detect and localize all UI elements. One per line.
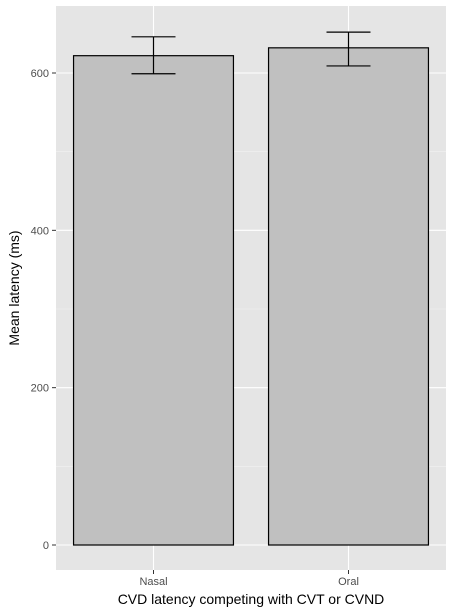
- bar-oral: [267, 47, 430, 546]
- y-axis: 0 200 400 600: [31, 68, 56, 552]
- x-tick-label: Nasal: [139, 576, 167, 588]
- bars-group: [72, 47, 430, 546]
- y-axis-title: Mean latency (ms): [6, 230, 22, 345]
- y-tick-label: 400: [31, 225, 49, 237]
- y-tick-label: 0: [43, 540, 49, 552]
- y-tick-label: 600: [31, 68, 49, 80]
- x-axis: Nasal Oral: [139, 570, 359, 588]
- errorbars-group: [131, 31, 371, 75]
- y-tick-label: 200: [31, 383, 49, 395]
- bar-nasal: [72, 55, 235, 546]
- x-tick-label: Oral: [338, 576, 359, 588]
- x-axis-title: CVD latency competing with CVT or CVND: [118, 591, 385, 607]
